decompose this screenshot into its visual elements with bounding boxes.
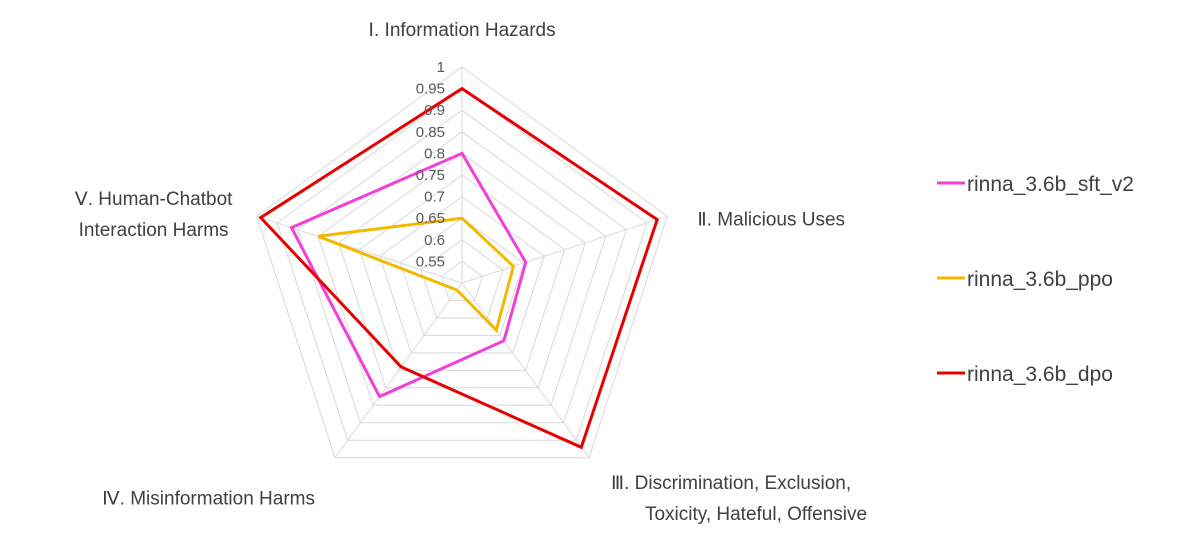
axis-label-4: Ⅳ. Misinformation Harms (102, 489, 315, 510)
series-line-rinna_3.6b_ppo (317, 216, 516, 334)
tick-label: 0.9 (424, 102, 445, 119)
grid-ring-9 (256, 66, 668, 459)
tick-label: 0.8 (424, 145, 445, 162)
axis-label-1: Ⅰ. Information Hazards (368, 20, 555, 41)
grid-ring-6 (317, 131, 607, 406)
series-line-rinna_3.6b_sft_v2 (289, 151, 528, 399)
axis-label-3: Toxicity, Hateful, Offensive (645, 504, 867, 525)
radar-grid (256, 66, 668, 459)
tick-label: 0.85 (416, 124, 445, 141)
radar-axis-labels: Ⅰ. Information Hazards Ⅱ. Malicious Uses Ⅲ… (75, 20, 867, 525)
axis-label-5: Interaction Harms (79, 220, 229, 241)
tick-label: 0.75 (416, 167, 445, 184)
grid-spoke-2 (461, 282, 590, 458)
grid-ring-5 (338, 152, 586, 389)
radar-series (258, 86, 659, 450)
tick-label: 0.55 (416, 253, 445, 270)
chart-legend: rinna_3.6b_sft_v2 rinna_3.6b_ppo rinna_3.6… (937, 173, 1134, 386)
legend-label-rinna_3.6b_sft_v2: rinna_3.6b_sft_v2 (967, 173, 1134, 196)
tick-label: 0.95 (416, 81, 445, 98)
legend-label-rinna_3.6b_dpo: rinna_3.6b_dpo (967, 363, 1113, 386)
axis-label-2: Ⅱ. Malicious Uses (697, 209, 845, 230)
grid-ring-7 (297, 109, 627, 424)
axis-label-5: Ⅴ. Human-Chatbot (75, 189, 233, 210)
grid-ring-4 (358, 174, 566, 371)
grid-ring-2 (399, 217, 525, 336)
legend-label-rinna_3.6b_ppo: rinna_3.6b_ppo (967, 268, 1113, 291)
grid-ring-3 (379, 195, 545, 354)
tick-label: 0.7 (424, 189, 445, 206)
grid-ring-1 (420, 239, 504, 319)
tick-label: 0.6 (424, 232, 445, 249)
grid-spoke-3 (334, 282, 463, 458)
tick-label: 0.65 (416, 210, 445, 227)
axis-label-3: Ⅲ. Discrimination, Exclusion, (611, 473, 851, 494)
grid-ring-0 (440, 260, 484, 301)
radar-tick-labels: 0.55 0.6 0.65 0.7 0.75 0.8 0.85 0.9 0.95 1 (416, 59, 445, 270)
grid-spoke-1 (461, 215, 668, 284)
grid-ring-8 (276, 87, 648, 441)
series-line-rinna_3.6b_dpo (258, 86, 659, 450)
tick-label: 1 (437, 59, 445, 76)
